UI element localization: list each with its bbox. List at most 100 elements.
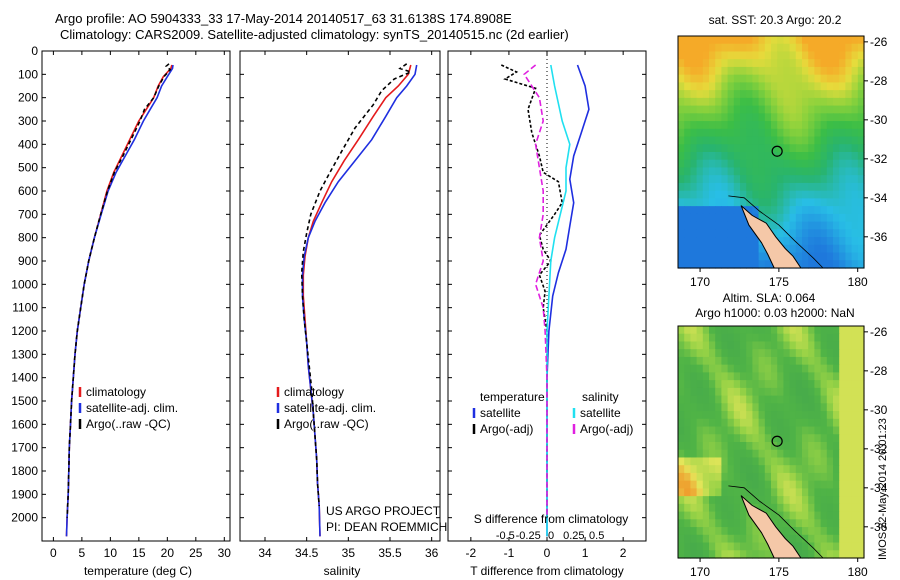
x-tick-label: 0 xyxy=(544,546,551,560)
series-line-argo-raw-qc- xyxy=(66,63,172,518)
map-x-tick-label: 180 xyxy=(848,275,868,289)
x-tick-label-top: 0.25 xyxy=(563,530,584,542)
sla-map-title-line1: Altim. SLA: 0.064 xyxy=(723,291,816,305)
y-tick-label: 100 xyxy=(18,67,38,81)
legend-label: climatology xyxy=(86,385,146,399)
sla-map-title-line2: Argo h1000: 0.03 h2000: NaN xyxy=(695,306,854,320)
argo-position-marker xyxy=(771,145,783,157)
y-tick-label: 900 xyxy=(18,254,38,268)
map-y-tick-label: -28 xyxy=(870,364,888,378)
sla-map-frame xyxy=(677,325,865,559)
map-y-tick-label: -34 xyxy=(870,191,888,205)
x-axis-label-top: S difference from climatology xyxy=(474,512,629,526)
x-tick-label: 20 xyxy=(161,546,175,560)
x-tick-label: 15 xyxy=(132,546,146,560)
y-tick-label: 2000 xyxy=(11,511,38,525)
legend-title-temperature: temperature xyxy=(480,390,545,404)
argo-position-marker xyxy=(771,435,783,447)
isobath-contour xyxy=(728,195,824,269)
sla-heatmap xyxy=(678,326,865,559)
y-tick-label: 1300 xyxy=(11,347,38,361)
series-line-argo-adj- xyxy=(500,64,564,518)
land-new-zealand xyxy=(740,495,802,559)
annotation-project: US ARGO PROJECT xyxy=(326,504,441,518)
x-tick-label-top: -0.25 xyxy=(516,530,541,542)
x-axis-label: T difference from climatology xyxy=(470,564,624,578)
sst-map-frame xyxy=(677,35,865,269)
x-tick-label: 1 xyxy=(582,546,589,560)
series-line-argo-adj- xyxy=(523,64,548,518)
sst-map-title: sat. SST: 20.3 Argo: 20.2 xyxy=(709,13,842,27)
figure-title-line2: Climatology: CARS2009. Satellite-adjuste… xyxy=(60,27,569,42)
map-y-tick-label: -36 xyxy=(870,520,888,534)
annotation-pi: PI: DEAN ROEMMICH xyxy=(326,520,447,534)
plot-frame-temperature xyxy=(41,50,231,542)
y-tick-label: 1100 xyxy=(12,301,38,315)
x-axis-label: salinity xyxy=(324,564,361,578)
legend-label: Argo(..raw -QC) xyxy=(86,417,171,431)
map-x-tick-label: 175 xyxy=(769,565,789,579)
x-tick-label: 2 xyxy=(620,546,627,560)
y-tick-label: 1800 xyxy=(11,464,38,478)
y-tick-label: 1500 xyxy=(11,394,38,408)
x-tick-label-top: 0 xyxy=(548,530,554,542)
isobath-contour xyxy=(728,485,824,559)
land-new-zealand xyxy=(740,205,802,269)
legend-label: satellite-adj. clim. xyxy=(86,401,178,415)
series-line-satellite-adj-clim- xyxy=(301,64,418,537)
x-tick-label: 34.5 xyxy=(295,546,319,560)
y-tick-label: 500 xyxy=(18,161,38,175)
y-tick-label: 400 xyxy=(18,137,38,151)
y-tick-label: 1600 xyxy=(11,417,38,431)
legend-label: Argo(-adj) xyxy=(580,422,633,436)
x-tick-label-top: -0.5 xyxy=(496,530,515,542)
x-tick-label: 35.5 xyxy=(378,546,402,560)
legend-label: satellite xyxy=(480,406,521,420)
legend-title-salinity: salinity xyxy=(582,390,619,404)
x-tick-label: -2 xyxy=(466,546,477,560)
x-tick-label: 5 xyxy=(79,546,86,560)
figure-title-line1: Argo profile: AO 5904333_33 17-May-2014 … xyxy=(55,11,512,26)
map-y-tick-label: -32 xyxy=(870,442,888,456)
x-tick-label: 30 xyxy=(218,546,232,560)
x-tick-label: 25 xyxy=(189,546,203,560)
map-x-tick-label: 175 xyxy=(769,275,789,289)
x-tick-label: 35 xyxy=(342,546,356,560)
x-tick-label: 0 xyxy=(50,546,57,560)
y-tick-label: 1900 xyxy=(11,487,38,501)
plot-frame-salinity xyxy=(239,50,441,542)
series-line-argo-raw-qc- xyxy=(300,63,414,507)
y-tick-label: 300 xyxy=(18,114,38,128)
y-tick-label: 1700 xyxy=(11,441,38,455)
y-tick-label: 200 xyxy=(18,91,38,105)
map-x-tick-label: 180 xyxy=(848,565,868,579)
x-axis-label: temperature (deg C) xyxy=(84,564,192,578)
map-y-tick-label: -32 xyxy=(870,152,888,166)
legend-label: Argo(-adj) xyxy=(480,422,533,436)
legend-label: satellite xyxy=(580,406,621,420)
map-y-tick-label: -36 xyxy=(870,230,888,244)
y-tick-label: 0 xyxy=(31,44,38,58)
map-y-tick-label: -28 xyxy=(870,74,888,88)
x-tick-label: 34 xyxy=(258,546,272,560)
map-y-tick-label: -26 xyxy=(870,325,888,339)
legend-label: climatology xyxy=(284,385,344,399)
map-x-tick-label: 170 xyxy=(690,275,710,289)
y-tick-label: 800 xyxy=(18,231,38,245)
map-y-tick-label: -30 xyxy=(870,113,888,127)
x-tick-label: 10 xyxy=(104,546,118,560)
map-y-tick-label: -34 xyxy=(870,481,888,495)
x-tick-label: 36 xyxy=(425,546,439,560)
y-tick-label: 1200 xyxy=(11,324,38,338)
x-tick-label: -1 xyxy=(504,546,515,560)
legend-label: Argo(..raw -QC) xyxy=(284,417,369,431)
series-line-satellite xyxy=(546,64,571,537)
map-y-tick-label: -26 xyxy=(870,35,888,49)
y-tick-label: 700 xyxy=(18,207,38,221)
legend-label: satellite-adj. clim. xyxy=(284,401,376,415)
y-tick-label: 600 xyxy=(18,184,38,198)
y-tick-label: 1000 xyxy=(11,277,38,291)
y-tick-label: 1400 xyxy=(11,371,38,385)
x-tick-label-top: 0.5 xyxy=(589,530,604,542)
